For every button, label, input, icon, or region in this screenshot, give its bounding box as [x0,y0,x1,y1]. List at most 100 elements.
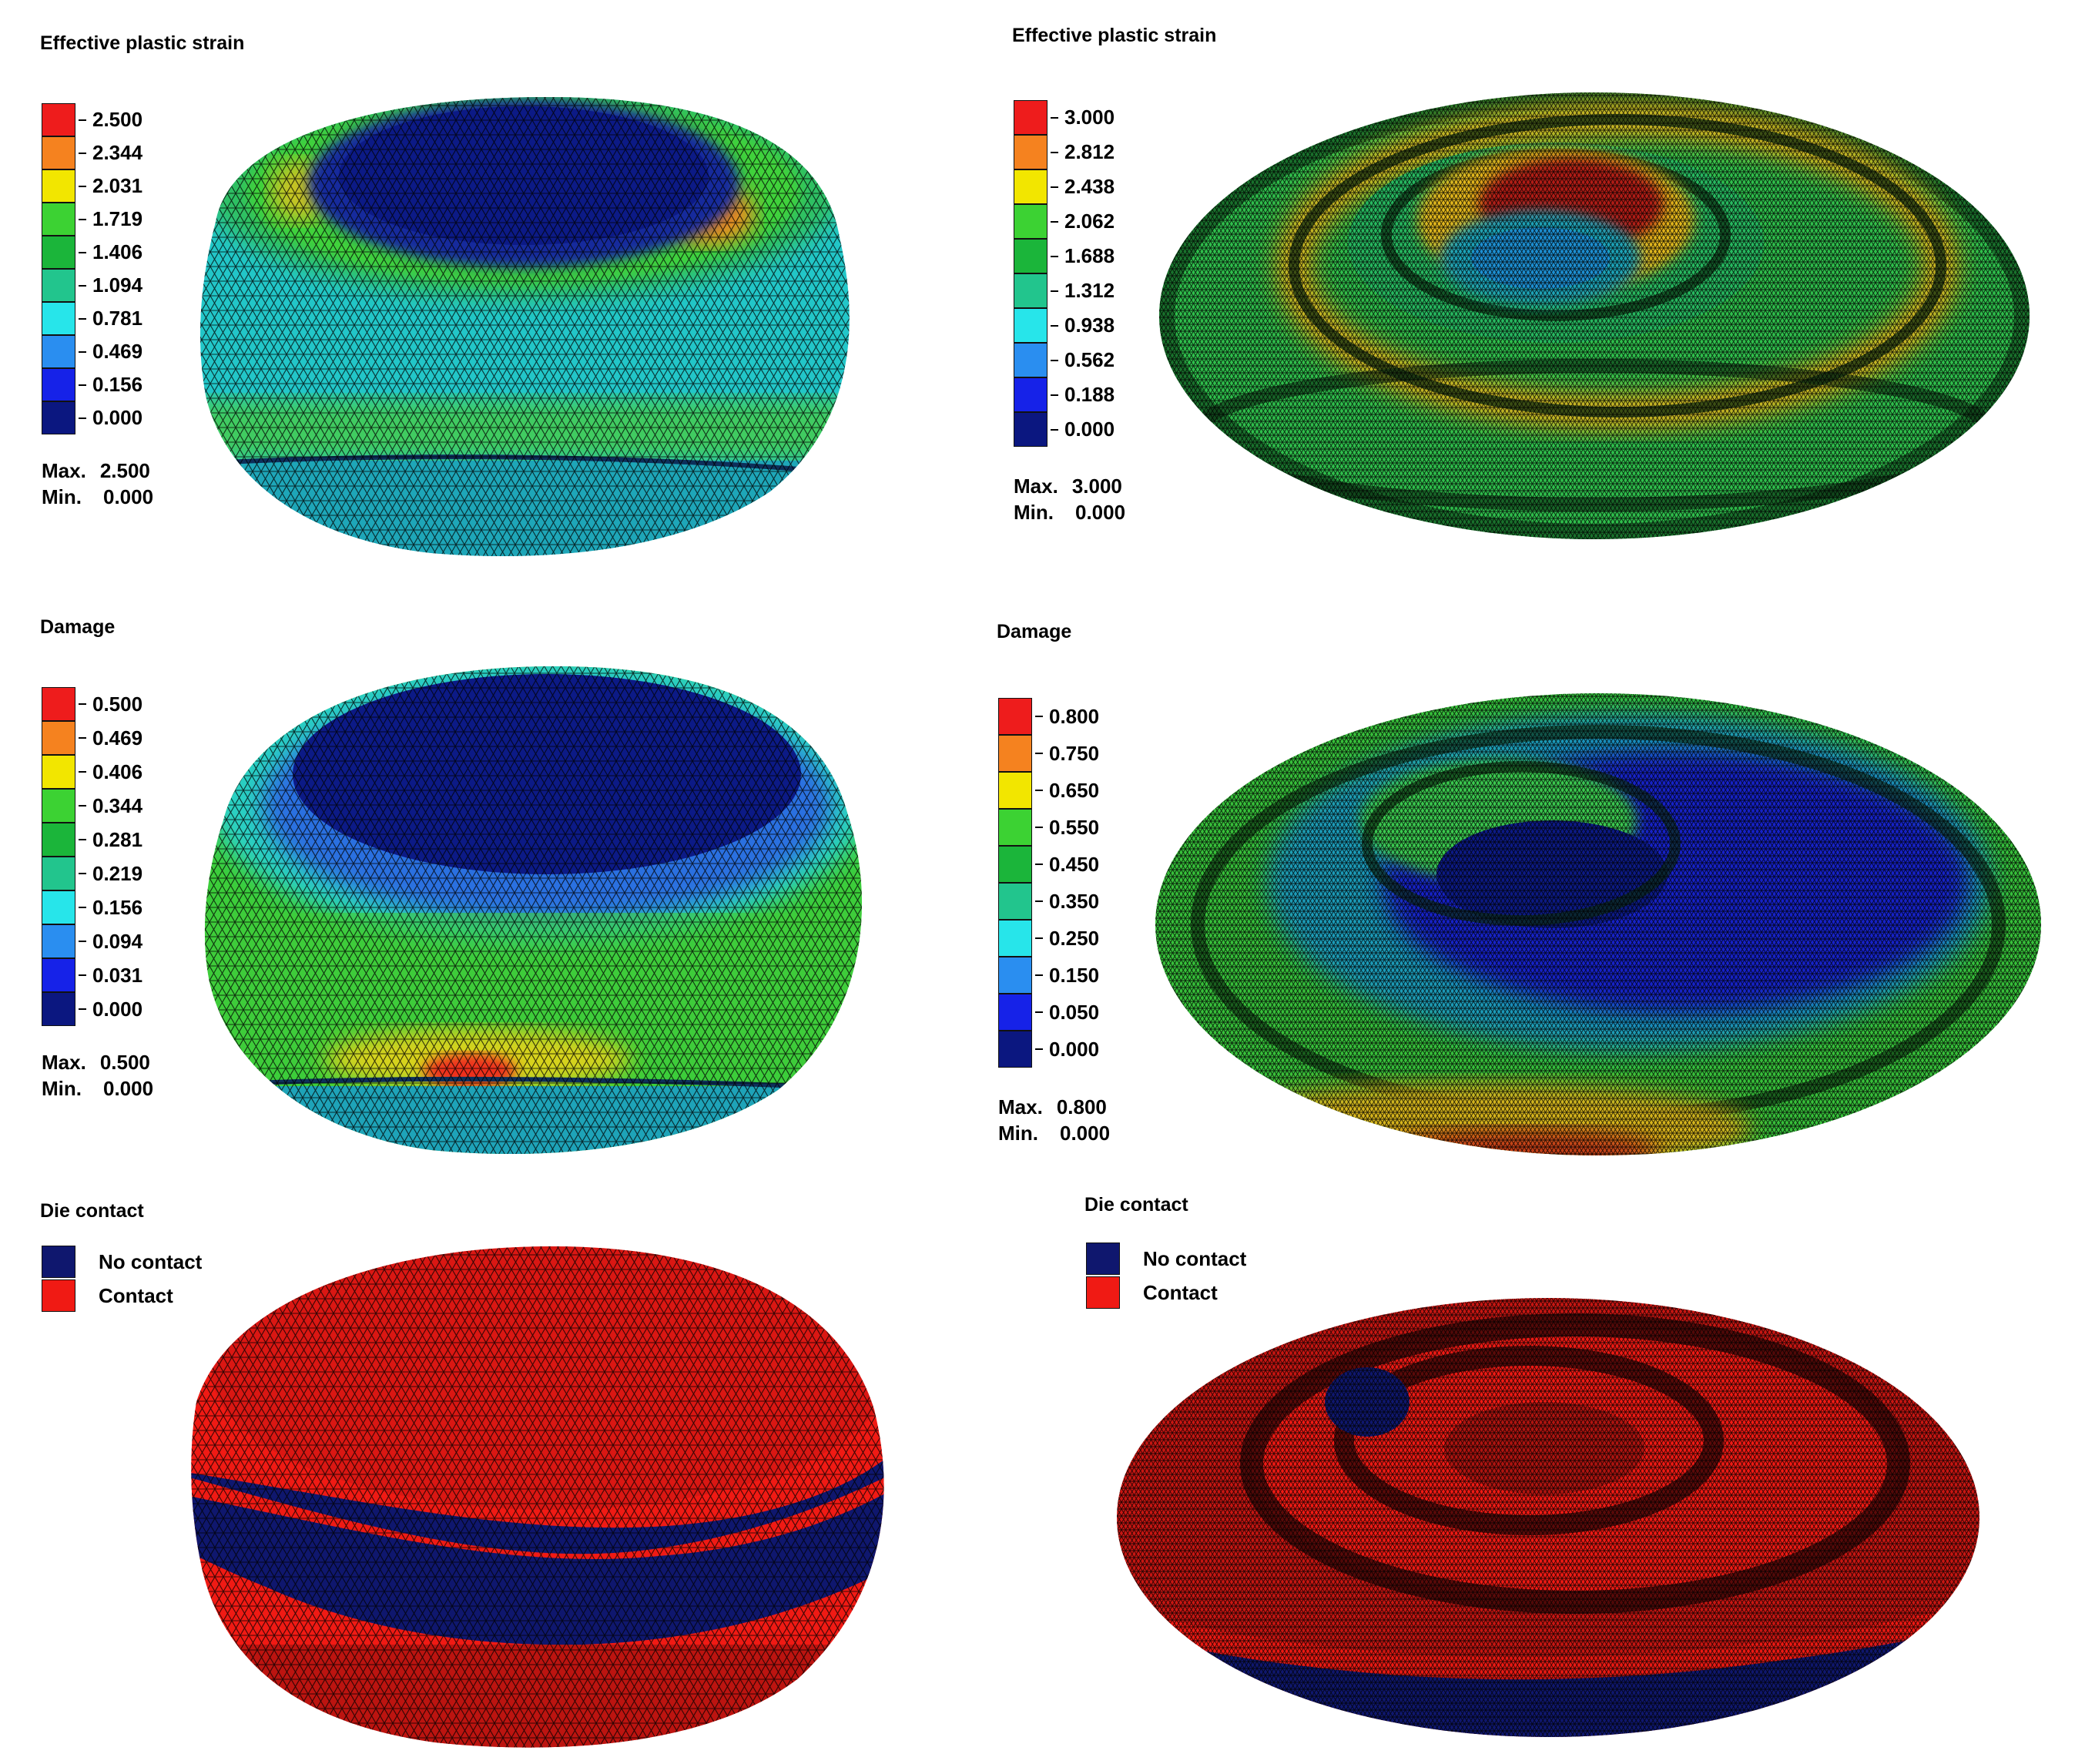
mesh-disk-contact [1117,1298,1979,1737]
legend-swatch [1086,1243,1120,1275]
min-label: Min. [42,1077,82,1100]
legend-label: 0.150 [1049,963,1100,987]
min-value: 0.000 [103,485,154,508]
mesh-disk-damage [1155,693,2041,1155]
panel-title: Damage [997,621,1072,642]
legend-swatch [42,857,75,890]
legend-label: 0.000 [92,406,143,429]
legend-label: 2.500 [92,108,143,131]
legend-swatch [42,335,75,368]
legend-row: 1.688 [1014,239,1115,273]
panel-title: Damage [40,616,116,638]
panel-title: Die contact [40,1200,144,1222]
legend-swatch [998,994,1032,1031]
legend-row: 0.000 [42,401,142,434]
legend-swatch [42,103,75,136]
legend-label: 0.000 [1064,418,1115,441]
legend-label: 0.250 [1049,926,1100,950]
legend-row: 0.800 [998,698,1099,735]
min-label: Min. [1014,501,1054,524]
legend-swatch [998,809,1032,846]
mesh-billet-damage [204,666,863,1155]
legend-row: 0.156 [42,890,142,924]
legend-row: 2.062 [1014,204,1115,239]
legend-swatch [42,823,75,857]
legend-swatch [998,846,1032,883]
legend-label: Contact [99,1283,173,1307]
legend-label: 0.500 [92,692,143,716]
max-min-readout: Max. 0.800 Min. 0.000 [998,1094,1110,1146]
legend-swatch [42,136,75,169]
legend-label: 1.688 [1064,244,1115,267]
legend-label: 0.156 [92,895,143,919]
legend-label: 0.562 [1064,348,1115,371]
color-legend: 0.500 0.469 0.406 0.344 0.281 0.219 0.15… [42,687,142,1026]
max-value: 3.000 [1071,475,1122,498]
panel-title: Die contact [1084,1194,1188,1216]
legend-swatch [1014,204,1048,239]
legend-row: 0.750 [998,735,1099,772]
legend-label: Contact [1143,1280,1218,1304]
legend-row: 0.094 [42,924,142,958]
mesh-disk-strain [1159,92,2030,539]
legend-row: 2.344 [42,136,142,169]
legend-swatch [1014,100,1048,135]
legend-label: 2.344 [92,141,143,164]
legend-row: 0.000 [1014,412,1115,447]
legend-swatch [1014,412,1048,447]
legend-label: 0.000 [1049,1037,1100,1061]
legend-label: 0.219 [92,861,143,885]
legend-label: 1.406 [92,240,143,263]
min-value: 0.000 [103,1077,154,1100]
max-label: Max. [998,1095,1043,1118]
legend-label: 0.094 [92,929,143,953]
legend-swatch [1014,135,1048,169]
legend-label: 0.938 [1064,314,1115,337]
legend-row: 0.031 [42,958,142,992]
legend-row: Contact [1086,1276,1246,1310]
legend-label: No contact [99,1249,203,1273]
legend-label: 0.469 [92,340,143,363]
legend-row: 0.562 [1014,343,1115,377]
legend-label: 2.812 [1064,140,1115,163]
legend-swatch [998,1031,1032,1068]
legend-label: 1.312 [1064,279,1115,302]
legend-swatch [42,269,75,302]
legend-swatch [998,698,1032,735]
min-label: Min. [998,1122,1038,1145]
legend-label: 2.438 [1064,175,1115,198]
legend-label: 0.344 [92,793,143,817]
legend-row: 3.000 [1014,100,1115,135]
legend-swatch [1014,377,1048,412]
legend-swatch [42,721,75,755]
legend-label: 0.650 [1049,778,1100,802]
legend-row: 0.650 [998,772,1099,809]
legend-row: 0.469 [42,335,142,368]
legend-row: 0.281 [42,823,142,857]
legend-swatch [42,236,75,269]
legend-swatch [998,883,1032,920]
legend-row: No contact [1086,1242,1246,1276]
legend-swatch [1014,169,1048,204]
legend-swatch [1014,343,1048,377]
max-min-readout: Max. 2.500 Min. 0.000 [42,458,153,510]
legend-label: 2.031 [92,174,143,197]
max-value: 0.800 [1056,1095,1107,1118]
legend-swatch [42,169,75,203]
legend-swatch [42,958,75,992]
legend-label: 0.156 [92,373,143,396]
legend-row: 0.219 [42,857,142,890]
legend-row: 1.719 [42,203,142,236]
max-min-readout: Max. 3.000 Min. 0.000 [1014,473,1125,525]
legend-label: 0.406 [92,760,143,783]
max-value: 0.500 [99,1051,150,1074]
legend-row: 1.094 [42,269,142,302]
legend-label: No contact [1143,1246,1247,1270]
max-min-readout: Max. 0.500 Min. 0.000 [42,1049,153,1102]
legend-row: 0.469 [42,721,142,755]
legend-row: 0.550 [998,809,1099,846]
legend-swatch [42,401,75,434]
legend-swatch [42,1279,75,1312]
legend-row: 1.406 [42,236,142,269]
legend-label: 0.550 [1049,815,1100,839]
